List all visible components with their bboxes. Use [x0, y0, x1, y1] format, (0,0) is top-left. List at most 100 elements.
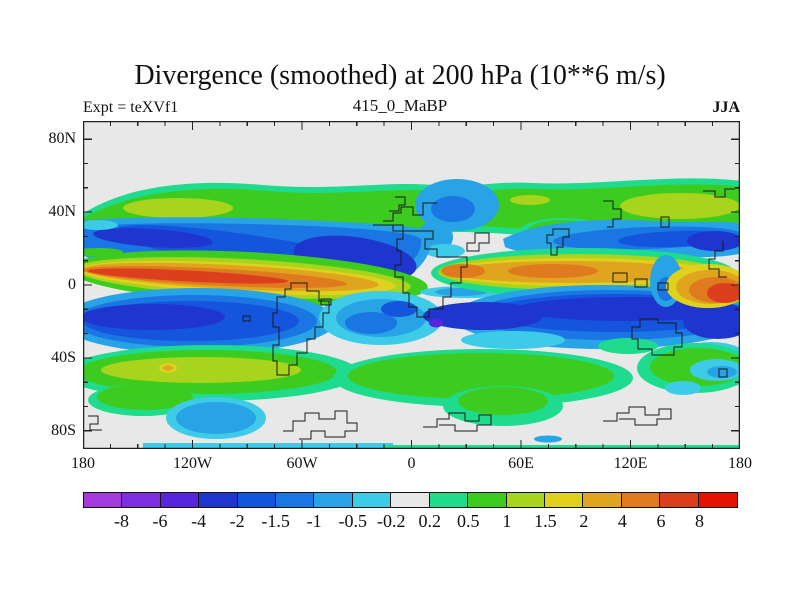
- colorbar-cell: [698, 493, 737, 507]
- colorbar-cell: [583, 493, 622, 507]
- colorbar-cell: [506, 493, 545, 507]
- coastline-kamchatka: [708, 241, 727, 278]
- sh-springgreen-bit: [598, 338, 658, 354]
- experiment-label: Expt = teXVf1: [83, 99, 179, 116]
- coastline-east-asia: [603, 200, 622, 228]
- colorbar-boundary-label: -6: [152, 511, 168, 531]
- lon-tick-label: 0: [407, 455, 416, 472]
- colorbar-cell: [237, 493, 277, 507]
- monsoon-orange-core-west: [441, 264, 485, 278]
- nh-yellowgreen-west: [123, 198, 233, 218]
- colorbar-boundary-label: 1.5: [534, 511, 557, 531]
- equator-green-sliver: [83, 248, 123, 256]
- sh-blue-center-spot2: [381, 301, 417, 317]
- colorbar-cell: [276, 493, 315, 507]
- lon-tick-label: 180: [71, 455, 95, 472]
- colorbar-cell: [544, 493, 584, 507]
- lon-tick-label: 60E: [508, 455, 534, 472]
- bottom-green-line: [383, 445, 740, 449]
- sh-purple-spot: [429, 318, 443, 328]
- sh-green-center: [348, 353, 614, 399]
- colorbar-boundary-label: -0.2: [376, 511, 406, 531]
- europe-cyan-tail: [425, 244, 465, 258]
- colorbar-cell: [314, 493, 353, 507]
- lat-tick-label: 40N: [48, 203, 76, 221]
- page-title: Divergence (smoothed) at 200 hPa (10**6 …: [134, 60, 666, 91]
- colorbar-labels: -8 -6 -4 -2 -1.5 -1 -0.5 -0.2 0.2 0.5 1 1.5 2 4 6 8: [83, 511, 738, 535]
- lat-tick-label: 40S: [51, 348, 76, 366]
- colorbar-cell: [122, 493, 161, 507]
- colorbar-cell: [84, 493, 123, 507]
- colorbar: [83, 492, 738, 508]
- map-canvas: [83, 121, 740, 449]
- sh-green-sw-ext: [97, 384, 193, 410]
- coastline-japan: [660, 216, 670, 228]
- coastline-north-america: [383, 202, 437, 222]
- lat-tick-label: 80N: [48, 130, 76, 148]
- colorbar-cell: [352, 493, 392, 507]
- bottom-cyan-line: [143, 443, 393, 449]
- sh-cyan-fringe1: [461, 331, 565, 349]
- colorbar-boundary-label: 0.2: [418, 511, 442, 531]
- europe-blue-core: [431, 196, 475, 222]
- colorbar-boundary-label: 4: [617, 511, 627, 531]
- sh-yellowgreen-west: [101, 357, 301, 383]
- nh-darkblue-core-west: [93, 228, 213, 248]
- colorbar-cell: [468, 493, 507, 507]
- colorbar-boundary-label: -1.5: [261, 511, 290, 531]
- coastline-south-america: [272, 282, 330, 376]
- coastline-australia: [631, 318, 683, 356]
- itcz-west-red-core: [88, 268, 288, 284]
- colorbar-boundary-label: 6: [656, 511, 666, 531]
- sh-cyan-east-patch2: [665, 381, 701, 395]
- coastline-eurasia-ne: [703, 188, 735, 198]
- colorbar-boundary-label: -8: [114, 511, 130, 531]
- colorbar-cell: [391, 493, 430, 507]
- lat-axis-labels: 80N 40N 0 40S 80S: [8, 121, 76, 449]
- sh-darkblue-core-west: [83, 304, 225, 330]
- monsoon-orange-core-east: [508, 264, 598, 278]
- sh-darkblue-core-central: [423, 302, 543, 330]
- coastline-new-guinea: [657, 282, 669, 291]
- coastline-island: [634, 278, 648, 288]
- nh-yellowgreen-small: [510, 195, 550, 205]
- colorbar-boundary-label: 2: [579, 511, 589, 531]
- divergence-map: [83, 121, 740, 449]
- coastline-borneo: [612, 272, 628, 283]
- coastline-antarctica-w: [88, 415, 102, 431]
- colorbar-cell: [429, 493, 469, 507]
- nh-darkblue-core-east: [687, 231, 740, 251]
- lon-tick-label: 180: [728, 455, 752, 472]
- wpac-red-core: [707, 283, 740, 303]
- sh-green-center-dip: [458, 387, 548, 415]
- lon-tick-label: 120W: [172, 455, 213, 472]
- coastline-antarctica-e: [603, 406, 672, 426]
- coastline-india: [546, 228, 570, 256]
- coastline-island2: [320, 298, 332, 306]
- coastline-africa: [373, 224, 468, 318]
- colorbar-cell: [199, 493, 238, 507]
- coastline-hudson: [389, 196, 406, 212]
- colorbar-boundary-label: 0.5: [457, 511, 480, 531]
- colorbar-boundary-label: 1: [502, 511, 512, 531]
- lat-tick-label: 0: [68, 276, 76, 293]
- colorbar-boundary-label: -1: [306, 511, 322, 531]
- run-id-subtitle: 415_0_MaBP: [352, 96, 448, 115]
- nh-cyan-fringe-west: [83, 220, 118, 230]
- coastline-antarctica-c2: [423, 412, 492, 432]
- colorbar-cell: [660, 493, 699, 507]
- sh-orange-dot: [163, 365, 173, 371]
- colorbar-boundary-label: -0.5: [338, 511, 367, 531]
- sh-blue-center-spot: [345, 312, 397, 334]
- coastline-new-zealand: [718, 368, 728, 378]
- lon-axis-labels: 180 120W 60W 0 60E 120E 180: [71, 455, 752, 477]
- southern-ocean-blue-blob: [176, 402, 256, 434]
- lon-tick-label: 120E: [613, 455, 648, 472]
- colorbar-cell: [621, 493, 661, 507]
- season-label: JJA: [712, 99, 740, 116]
- colorbar-boundary-label: 8: [694, 511, 704, 531]
- coastline-island3: [242, 315, 251, 322]
- colorbar-cell: [160, 493, 200, 507]
- colorbar-boundary-label: -2: [229, 511, 245, 531]
- sh-skyblue-east-patch: [707, 366, 737, 378]
